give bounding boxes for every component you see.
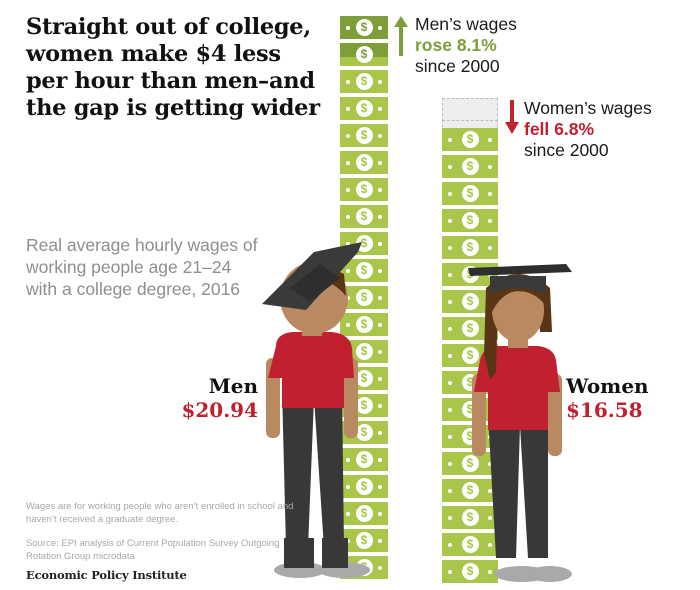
dollar-bill-icon: $ xyxy=(340,205,388,228)
man-figure xyxy=(262,238,372,583)
men-wage-label: Men $20.94 xyxy=(176,374,258,422)
dollar-bill-icon: $ xyxy=(340,16,388,39)
women-change-annotation: Women’s wages fell 6.8% since 2000 xyxy=(524,98,652,161)
dollar-bill-icon xyxy=(442,98,498,121)
dollar-bill-icon: $ xyxy=(442,155,498,178)
men-change-line1: Men’s wages xyxy=(415,14,517,34)
dollar-bill-icon: $ xyxy=(340,475,388,498)
men-change-annotation: Men’s wages rose 8.1% since 2000 xyxy=(415,14,517,77)
women-label-name: Women xyxy=(566,374,649,398)
dollar-bill-icon: $ xyxy=(340,313,388,336)
dollar-bill-icon: $ xyxy=(340,286,388,309)
woman-figure xyxy=(462,262,572,587)
dollar-bill-icon: $ xyxy=(442,128,498,151)
men-bill-stack: $$$$$$$$$$$$$$$$$$$$$ xyxy=(340,16,388,581)
dollar-bill-icon: $ xyxy=(340,448,388,471)
dollar-bill-icon: $ xyxy=(442,209,498,232)
source-note: Source: EPI analysis of Current Populati… xyxy=(26,538,280,562)
dollar-bill-icon: $ xyxy=(340,502,388,525)
dollar-bill-icon: $ xyxy=(442,236,498,259)
women-wage-label: Women $16.58 xyxy=(566,374,649,422)
dollar-bill-icon: $ xyxy=(442,290,498,313)
arrow-down-icon xyxy=(505,100,519,134)
dollar-bill-icon: $ xyxy=(442,452,498,475)
dollar-bill-icon: $ xyxy=(340,259,388,282)
footnote: Wages are for working people who aren’t … xyxy=(26,501,294,525)
chart-title: Straight out of college, women make $4 l… xyxy=(26,14,320,121)
women-change-line1: Women’s wages xyxy=(524,98,652,118)
dollar-bill-icon: $ xyxy=(442,506,498,529)
men-label-name: Men xyxy=(208,374,258,398)
dollar-bill-icon: $ xyxy=(340,178,388,201)
dollar-bill-icon: $ xyxy=(340,124,388,147)
dollar-bill-icon: $ xyxy=(442,560,498,583)
men-change-line3: since 2000 xyxy=(415,56,500,76)
brand-logo-text: Economic Policy Institute xyxy=(26,568,187,582)
dollar-bill-icon: $ xyxy=(340,97,388,120)
dollar-bill-icon: $ xyxy=(442,533,498,556)
women-wage-value: $16.58 xyxy=(566,398,643,422)
women-change-value: fell 6.8% xyxy=(524,119,595,139)
dollar-bill-icon: $ xyxy=(340,151,388,174)
dollar-bill-icon: $ xyxy=(442,479,498,502)
dollar-bill-icon: $ xyxy=(340,529,388,552)
dollar-bill-icon: $ xyxy=(442,317,498,340)
chart-subtitle: Real average hourly wages of working peo… xyxy=(26,235,258,299)
dollar-bill-icon: $ xyxy=(442,182,498,205)
arrow-up-icon xyxy=(394,16,408,56)
men-wage-value: $20.94 xyxy=(181,398,258,422)
dollar-bill-icon: $ xyxy=(340,43,388,66)
men-change-value: rose 8.1% xyxy=(415,35,497,55)
dollar-bill-icon: $ xyxy=(340,70,388,93)
women-change-line3: since 2000 xyxy=(524,140,609,160)
